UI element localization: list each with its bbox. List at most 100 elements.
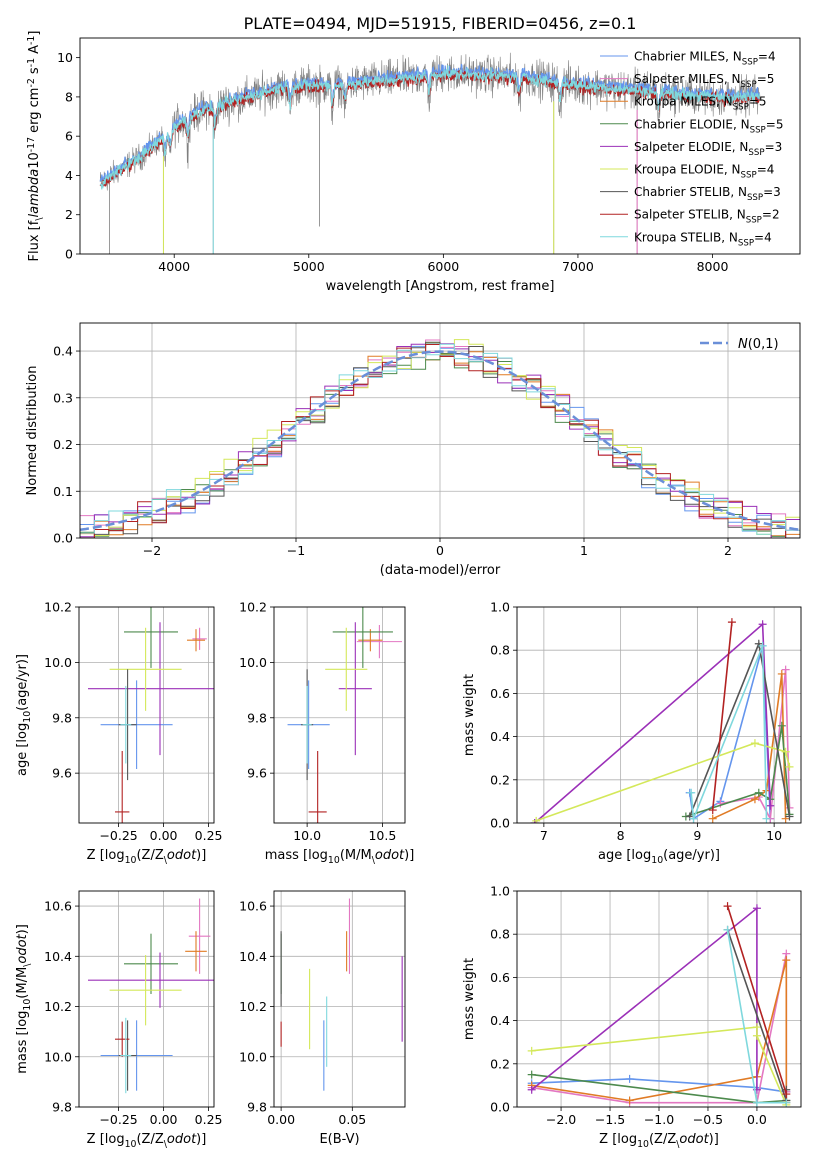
label-part: =5	[749, 95, 767, 109]
label-part: \	[164, 1139, 168, 1150]
plot-area	[80, 339, 800, 538]
weight-marker-se	[527, 1085, 536, 1094]
x-tick-label: 1	[580, 543, 588, 558]
frame: −2.0 −1.5 −1.0 −0.5 0.0 0.0 0.2 0.4 0.6 0.8 1.0 Z […	[462, 884, 802, 1150]
frame: −2 −1 0 1 2 0.0 0.1 0.2 0.3 0.4 (data-model)/error…	[25, 322, 801, 578]
weight-marker-ss	[708, 806, 717, 815]
y-tick-label: 9.8	[247, 1100, 267, 1115]
label-part: 10	[27, 152, 42, 169]
label-part: Z [log	[87, 848, 125, 863]
label-part: odot	[679, 1132, 709, 1147]
label-part: SSP	[741, 171, 757, 181]
x-tick-label: 0.00	[150, 828, 178, 843]
y-tick-label: 0.6	[490, 686, 510, 701]
y-tick-label: 0.6	[490, 970, 510, 985]
legend-label-se: Salpeter ELODIE, NSSP=3	[634, 140, 782, 158]
weight-marker-cm	[625, 1074, 634, 1083]
weight-marker-ke	[532, 816, 541, 823]
y-tick-label: 0.3	[53, 390, 73, 405]
weight-line-ke	[535, 742, 791, 822]
label-part: SSP	[741, 80, 757, 90]
panel-spectrum: 4000 5000 6000 7000 8000 0 2 4 6 8 10 wavelength [A…	[26, 31, 801, 294]
label-part: =5	[757, 72, 775, 86]
weight-marker-ke	[527, 1046, 536, 1055]
y-tick-label: 10.2	[44, 600, 72, 615]
label-part: s	[27, 67, 42, 78]
y-tick-label: 0.4	[490, 1013, 510, 1028]
weight-marker-ke	[781, 747, 790, 756]
label-part: Chabrier STELIB, N	[634, 185, 747, 199]
y-tick-label: 9.8	[247, 710, 267, 725]
label-part: Salpeter STELIB, N	[634, 208, 746, 222]
label-part: )]	[196, 1132, 206, 1147]
label-part: Z [log	[599, 1132, 637, 1147]
frame: 0.00 0.05 9.8 10.0 10.2 10.4 10.6 E(B-V)	[239, 890, 406, 1147]
label-part: )]	[196, 848, 206, 863]
label-part: SSP	[733, 103, 749, 113]
x-tick-label: 10	[766, 828, 782, 843]
y-axis-label: mass weight	[462, 958, 477, 1040]
panel-age_vs_mass: 10.0 10.5 9.6 9.8 10.0 10.2 mass [log10(M/M\od…	[239, 600, 414, 867]
label-part: SSP	[738, 238, 754, 248]
label-part: \	[676, 1139, 680, 1150]
label-part: SSP	[750, 125, 766, 135]
label-part: -17	[26, 137, 37, 152]
y-tick-label: 10.4	[239, 949, 267, 964]
label-part: =3	[765, 140, 783, 154]
weight-marker-ks	[687, 788, 696, 797]
weight-marker-ke	[750, 739, 759, 748]
frame: 10.0 10.5 9.6 9.8 10.0 10.2 mass [log10(M/M\od…	[239, 600, 414, 867]
axes-frame	[78, 606, 215, 824]
y-axis-label: mass weight	[462, 674, 477, 756]
x-axis-label: wavelength [Angstrom, rest frame]	[326, 279, 555, 294]
y-tick-label: 0.8	[490, 927, 510, 942]
label-part: \	[22, 963, 33, 967]
label-part: =4	[757, 163, 775, 177]
x-tick-label: −0.25	[99, 828, 137, 843]
weight-line-ks	[690, 645, 768, 819]
label-part: SSP	[746, 216, 762, 226]
label-part: 10	[22, 711, 33, 723]
label-part: (0,1)	[748, 337, 779, 352]
label-part: Chabrier ELODIE, N	[634, 117, 750, 131]
y-tick-label: 10.0	[44, 655, 72, 670]
y-tick-label: 0.1	[53, 484, 73, 499]
plot-area	[88, 898, 214, 1094]
label-part: wavelength [Angstrom, rest frame]	[326, 279, 555, 294]
label-part: odot	[167, 848, 197, 863]
label-part: SSP	[748, 148, 764, 158]
weight-marker-se	[758, 620, 767, 629]
label-part: mass [log	[265, 848, 328, 863]
x-tick-label: 0.00	[267, 1112, 295, 1127]
axes-frame	[79, 322, 801, 539]
weight-marker-ks	[762, 814, 771, 823]
label-part: 10	[651, 855, 663, 866]
y-tick-label: 10	[57, 50, 73, 65]
weight-marker-ce	[777, 721, 786, 730]
weight-marker-cs	[785, 812, 794, 821]
label-part: SSP	[742, 58, 758, 68]
weight-marker-ss	[727, 618, 736, 627]
label-part: A	[27, 45, 42, 58]
weight-marker-ke	[785, 762, 794, 771]
panel-weight_vs_Z: −2.0 −1.5 −1.0 −0.5 0.0 0.0 0.2 0.4 0.6 0.8 1.0 Z […	[462, 884, 802, 1150]
model-spectrum-ks	[99, 64, 761, 190]
label-part: (age/yr)]	[15, 654, 30, 711]
weight-line-ke	[531, 1026, 788, 1106]
x-axis-label: E(B-V)	[319, 1132, 359, 1147]
label-part: E(B-V)	[319, 1132, 359, 1147]
axes-frame	[516, 606, 802, 824]
y-tick-label: 0	[65, 247, 73, 262]
label-part: Z [log	[87, 1132, 125, 1147]
y-tick-label: 9.6	[52, 766, 72, 781]
label-part: -1	[26, 58, 37, 67]
weight-marker-ks	[752, 1098, 761, 1107]
y-tick-label: 0.8	[490, 643, 510, 658]
weight-marker-ks	[758, 641, 767, 650]
x-axis-label: Z [log10(Z/Z\odot)]	[87, 1132, 207, 1150]
weight-marker-ks	[723, 925, 732, 934]
x-tick-label: 0.25	[195, 828, 223, 843]
x-axis-label: mass [log10(M/M\odot)]	[265, 848, 415, 866]
